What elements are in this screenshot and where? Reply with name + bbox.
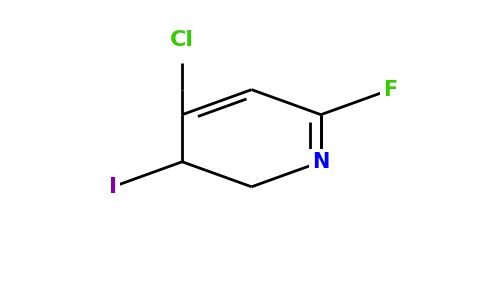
Text: F: F xyxy=(383,80,397,100)
Text: N: N xyxy=(312,152,330,172)
Text: Cl: Cl xyxy=(170,30,194,50)
Text: I: I xyxy=(109,177,117,197)
